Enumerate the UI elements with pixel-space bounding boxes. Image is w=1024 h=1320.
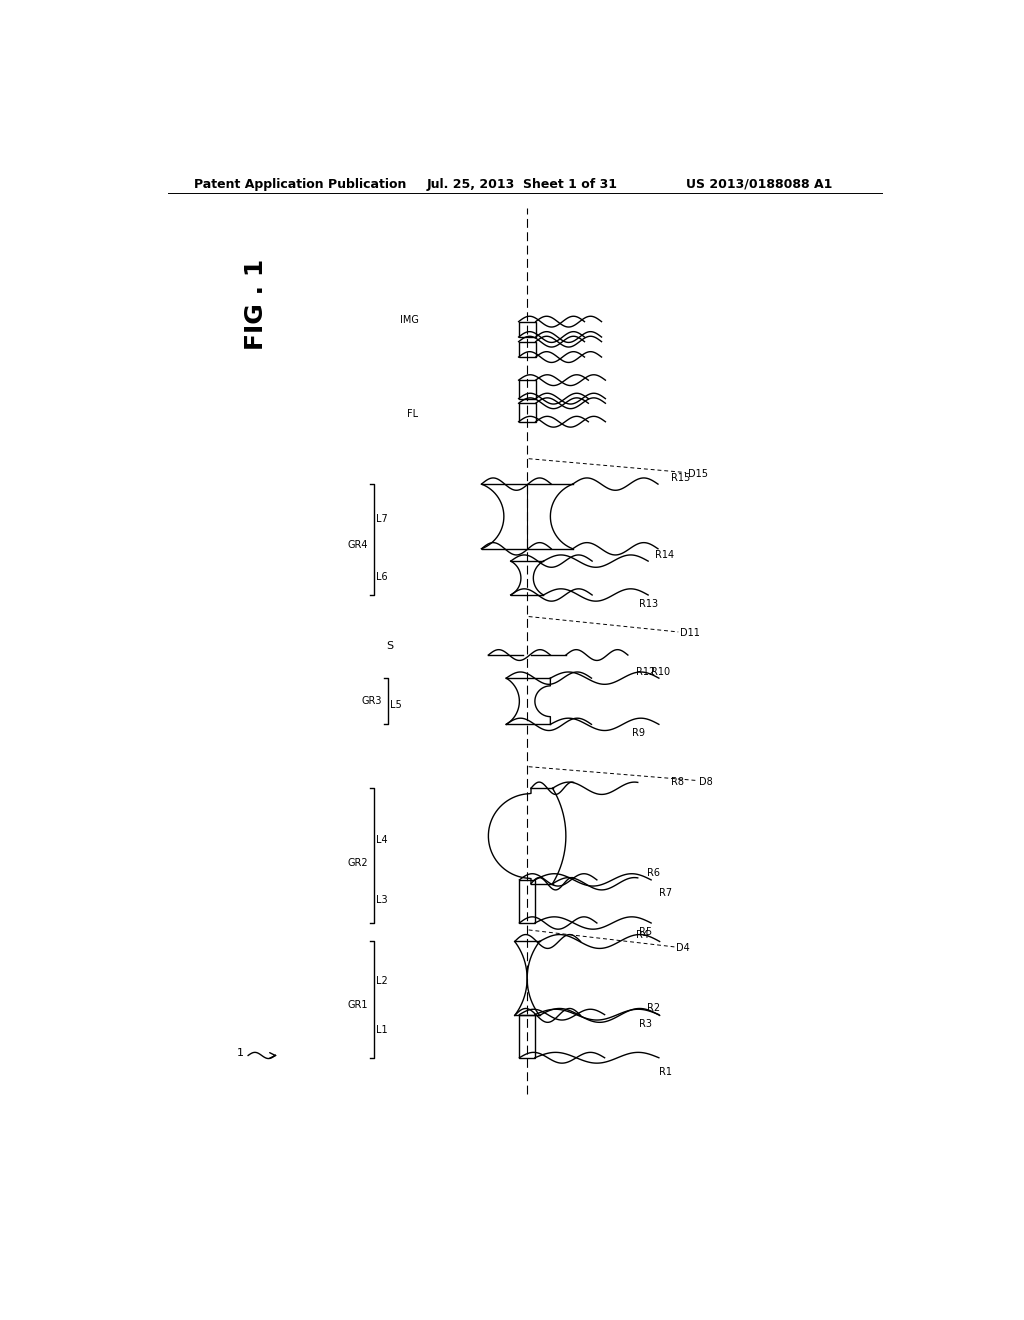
Text: US 2013/0188088 A1: US 2013/0188088 A1 [686,178,833,190]
Text: GR2: GR2 [347,858,369,869]
Text: R5: R5 [640,927,652,937]
Text: FIG . 1: FIG . 1 [244,259,268,350]
Text: L3: L3 [376,895,388,906]
Text: R2: R2 [647,1003,660,1014]
Text: Patent Application Publication: Patent Application Publication [194,178,407,190]
Text: 1: 1 [237,1048,244,1059]
Text: D15: D15 [687,469,708,479]
Bar [519,1015,535,1057]
Text: R13: R13 [640,599,658,609]
Text: L7: L7 [376,515,388,524]
Text: L2: L2 [376,977,388,986]
Text: D11: D11 [680,628,699,639]
Text: R4: R4 [636,931,648,940]
Text: R1: R1 [658,1067,672,1077]
Text: GR4: GR4 [348,540,369,550]
Text: R10: R10 [651,667,671,677]
Text: R15: R15 [671,473,690,483]
Text: R6: R6 [647,869,660,878]
Bar [518,322,536,337]
Text: D8: D8 [699,777,713,787]
Text: D4: D4 [676,944,690,953]
Text: GR1: GR1 [348,1001,369,1010]
Text: R9: R9 [632,729,645,738]
Text: L1: L1 [376,1024,388,1035]
Bar [518,404,536,422]
Text: FL: FL [408,409,419,418]
Text: Jul. 25, 2013  Sheet 1 of 31: Jul. 25, 2013 Sheet 1 of 31 [426,178,617,190]
Text: R12: R12 [636,667,655,677]
Bar [518,342,536,358]
Text: GR3: GR3 [361,696,382,706]
Text: L4: L4 [376,836,388,845]
Bar [518,380,536,399]
Text: L5: L5 [390,700,401,710]
Text: R14: R14 [655,549,674,560]
Text: R3: R3 [640,1019,652,1030]
Text: L6: L6 [376,572,388,582]
Text: S: S [386,642,393,651]
Text: R7: R7 [658,887,672,898]
Bar [519,880,535,923]
Text: IMG: IMG [399,315,419,326]
Text: R8: R8 [671,776,683,787]
